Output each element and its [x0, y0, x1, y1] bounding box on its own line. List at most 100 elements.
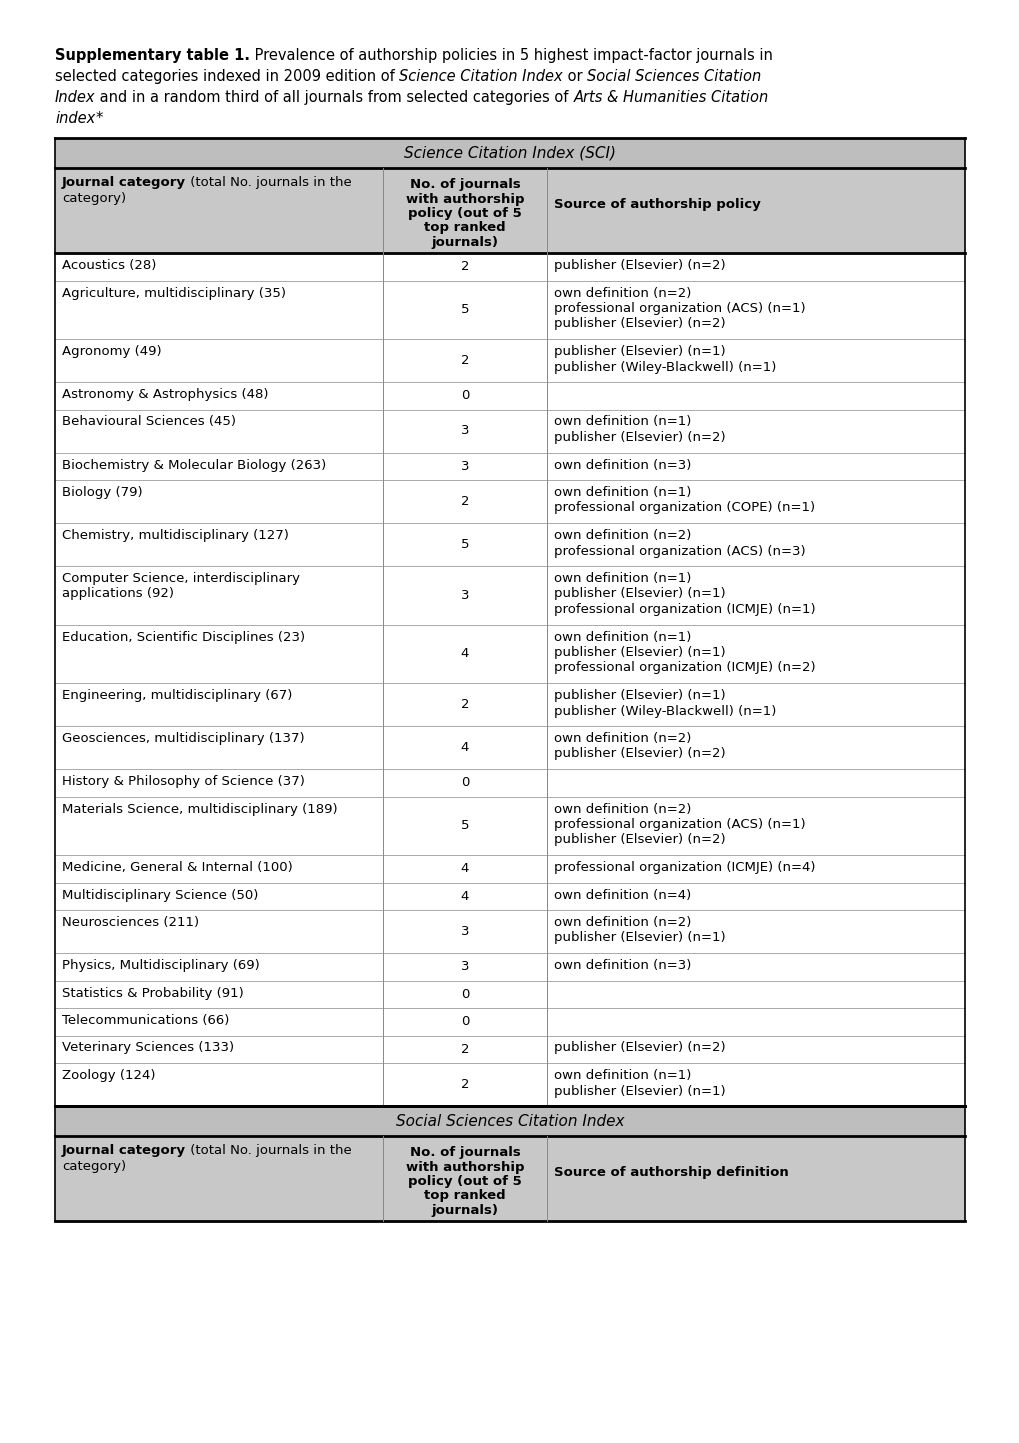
Bar — [55, 952, 964, 980]
Text: own definition (n=2): own definition (n=2) — [553, 802, 691, 815]
Text: 4: 4 — [461, 890, 469, 903]
Text: Veterinary Sciences (133): Veterinary Sciences (133) — [62, 1042, 234, 1055]
Text: 2: 2 — [461, 698, 469, 711]
Text: Journal category: Journal category — [62, 176, 185, 189]
Bar — [55, 1105, 964, 1136]
Bar — [55, 911, 964, 952]
Text: Agronomy (49): Agronomy (49) — [62, 345, 161, 358]
Text: own definition (n=1): own definition (n=1) — [553, 571, 691, 584]
Bar — [55, 769, 964, 797]
Text: top ranked: top ranked — [424, 1189, 505, 1202]
Text: own definition (n=2): own definition (n=2) — [553, 530, 691, 543]
Text: History & Philosophy of Science (37): History & Philosophy of Science (37) — [62, 775, 305, 788]
Text: professional organization (ACS) (n=1): professional organization (ACS) (n=1) — [553, 302, 805, 315]
Text: own definition (n=1): own definition (n=1) — [553, 486, 691, 499]
Text: Multidisciplinary Science (50): Multidisciplinary Science (50) — [62, 889, 258, 902]
Text: professional organization (ICMJE) (n=2): professional organization (ICMJE) (n=2) — [553, 661, 815, 674]
Bar — [55, 726, 964, 769]
Text: 2: 2 — [461, 354, 469, 367]
Text: 3: 3 — [461, 960, 469, 973]
Text: policy (out of 5: policy (out of 5 — [408, 206, 522, 219]
Text: Astronomy & Astrophysics (48): Astronomy & Astrophysics (48) — [62, 388, 268, 401]
Text: Index: Index — [55, 89, 96, 105]
Bar — [55, 797, 964, 856]
Text: professional organization (ACS) (n=1): professional organization (ACS) (n=1) — [553, 818, 805, 831]
Text: policy (out of 5: policy (out of 5 — [408, 1175, 522, 1188]
Text: Journal category: Journal category — [62, 1144, 185, 1157]
Text: (total No. journals in the: (total No. journals in the — [185, 1144, 352, 1157]
Text: Arts & Humanities Citation: Arts & Humanities Citation — [573, 89, 768, 105]
Text: own definition (n=3): own definition (n=3) — [553, 459, 691, 472]
Text: Zoology (124): Zoology (124) — [62, 1069, 155, 1082]
Bar — [55, 625, 964, 683]
Text: 4: 4 — [461, 742, 469, 755]
Text: Neurosciences (211): Neurosciences (211) — [62, 916, 199, 929]
Text: Computer Science, interdisciplinary: Computer Science, interdisciplinary — [62, 571, 300, 584]
Text: 2: 2 — [461, 260, 469, 273]
Bar — [55, 522, 964, 566]
Text: publisher (Elsevier) (n=2): publisher (Elsevier) (n=2) — [553, 317, 725, 330]
Text: 5: 5 — [461, 303, 469, 316]
Text: Prevalence of authorship policies in 5 highest impact-factor journals in: Prevalence of authorship policies in 5 h… — [250, 48, 772, 63]
Text: Social Sciences Citation: Social Sciences Citation — [587, 69, 761, 84]
Text: publisher (Wiley-Blackwell) (n=1): publisher (Wiley-Blackwell) (n=1) — [553, 704, 775, 717]
Text: with authorship: with authorship — [406, 1160, 524, 1173]
Text: 3: 3 — [461, 589, 469, 602]
Bar — [55, 339, 964, 382]
Text: Statistics & Probability (91): Statistics & Probability (91) — [62, 987, 244, 1000]
Text: professional organization (ICMJE) (n=1): professional organization (ICMJE) (n=1) — [553, 603, 815, 616]
Bar — [55, 856, 964, 883]
Text: Materials Science, multidisciplinary (189): Materials Science, multidisciplinary (18… — [62, 802, 337, 815]
Bar — [55, 382, 964, 410]
Text: Biochemistry & Molecular Biology (263): Biochemistry & Molecular Biology (263) — [62, 459, 326, 472]
Bar — [55, 280, 964, 339]
Bar — [55, 453, 964, 481]
Bar — [55, 980, 964, 1009]
Text: 2: 2 — [461, 495, 469, 508]
Text: own definition (n=2): own definition (n=2) — [553, 287, 691, 300]
Bar — [55, 1063, 964, 1105]
Text: No. of journals: No. of journals — [410, 177, 520, 190]
Text: professional organization (COPE) (n=1): professional organization (COPE) (n=1) — [553, 502, 814, 515]
Text: journals): journals) — [431, 237, 498, 250]
Text: Science Citation Index (SCI): Science Citation Index (SCI) — [404, 146, 615, 160]
Text: own definition (n=2): own definition (n=2) — [553, 732, 691, 745]
Text: Education, Scientific Disciplines (23): Education, Scientific Disciplines (23) — [62, 631, 305, 644]
Text: own definition (n=3): own definition (n=3) — [553, 960, 691, 973]
Text: publisher (Elsevier) (n=1): publisher (Elsevier) (n=1) — [553, 646, 725, 659]
Text: Behavioural Sciences (45): Behavioural Sciences (45) — [62, 416, 235, 429]
Text: Chemistry, multidisciplinary (127): Chemistry, multidisciplinary (127) — [62, 530, 288, 543]
Text: 3: 3 — [461, 424, 469, 437]
Text: journals): journals) — [431, 1203, 498, 1216]
Text: own definition (n=4): own definition (n=4) — [553, 889, 691, 902]
Text: selected categories indexed in 2009 edition of: selected categories indexed in 2009 edit… — [55, 69, 399, 84]
Text: category): category) — [62, 192, 126, 205]
Bar — [55, 253, 964, 280]
Text: 3: 3 — [461, 925, 469, 938]
Text: own definition (n=1): own definition (n=1) — [553, 631, 691, 644]
Text: 0: 0 — [461, 988, 469, 1001]
Text: 2: 2 — [461, 1078, 469, 1091]
Text: 3: 3 — [461, 460, 469, 473]
Text: or: or — [562, 69, 587, 84]
Text: publisher (Elsevier) (n=1): publisher (Elsevier) (n=1) — [553, 932, 725, 945]
Text: own definition (n=1): own definition (n=1) — [553, 416, 691, 429]
Text: Medicine, General & Internal (100): Medicine, General & Internal (100) — [62, 861, 292, 874]
Text: publisher (Elsevier) (n=2): publisher (Elsevier) (n=2) — [553, 258, 725, 271]
Bar — [55, 167, 964, 253]
Text: 2: 2 — [461, 1043, 469, 1056]
Text: Geosciences, multidisciplinary (137): Geosciences, multidisciplinary (137) — [62, 732, 305, 745]
Text: Social Sciences Citation Index: Social Sciences Citation Index — [395, 1114, 624, 1128]
Text: 4: 4 — [461, 648, 469, 661]
Text: and in a random third of all journals from selected categories of: and in a random third of all journals fr… — [96, 89, 573, 105]
Text: Telecommunications (66): Telecommunications (66) — [62, 1014, 229, 1027]
Text: publisher (Elsevier) (n=1): publisher (Elsevier) (n=1) — [553, 688, 725, 701]
Text: 0: 0 — [461, 776, 469, 789]
Text: Source of authorship policy: Source of authorship policy — [553, 198, 760, 211]
Bar — [55, 683, 964, 726]
Text: 4: 4 — [461, 863, 469, 876]
Bar — [55, 883, 964, 911]
Text: professional organization (ICMJE) (n=4): professional organization (ICMJE) (n=4) — [553, 861, 815, 874]
Bar — [55, 139, 964, 167]
Text: publisher (Elsevier) (n=2): publisher (Elsevier) (n=2) — [553, 747, 725, 760]
